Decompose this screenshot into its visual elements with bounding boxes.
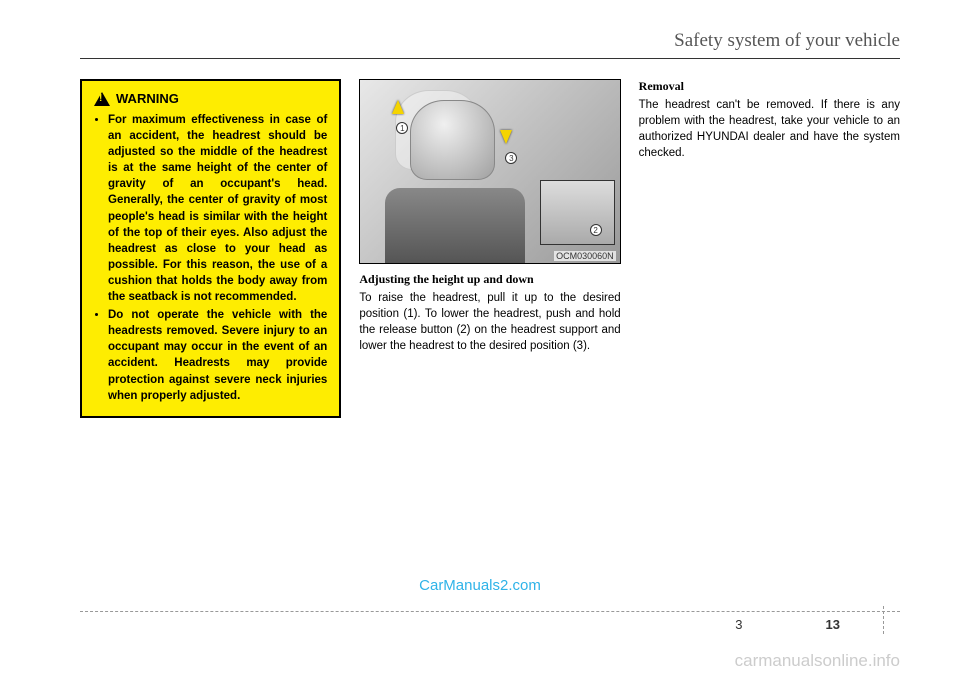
headrest-shape [410,100,495,180]
arrow-down-icon [500,130,512,144]
page-header: Safety system of your vehicle [80,30,900,59]
figure-code: OCM030060N [554,251,616,261]
removal-title: Removal [639,79,900,94]
column-1: WARNING For maximum effectiveness in cas… [80,79,341,418]
content-columns: WARNING For maximum effectiveness in cas… [80,79,900,418]
seat-back-shape [385,188,525,263]
warning-header: WARNING [94,91,327,106]
warning-item-1: For maximum effectiveness in case of an … [108,112,327,305]
figure-label-2: 2 [590,224,602,236]
chapter-title: Safety system of your vehicle [674,30,900,51]
warning-title: WARNING [116,91,179,106]
arrow-up-icon [392,100,404,114]
adjusting-body: To raise the headrest, pull it up to the… [359,290,620,354]
page-number-value: 13 [746,587,900,632]
warning-list: For maximum effectiveness in case of an … [94,112,327,404]
warning-triangle-icon [94,92,110,106]
chapter-number: 3 [735,617,742,632]
warning-box: WARNING For maximum effectiveness in cas… [80,79,341,418]
headrest-figure: 1 3 2 OCM030060N [359,79,620,264]
removal-body: The headrest can't be removed. If there … [639,97,900,161]
watermark-text: CarManuals2.com [419,577,541,594]
column-3: Removal The headrest can't be removed. I… [639,79,900,418]
column-2: 1 3 2 OCM030060N Adjusting the height up… [359,79,620,418]
warning-item-2: Do not operate the vehicle with the head… [108,307,327,404]
figure-inset [540,180,615,245]
bottom-watermark: carmanualsonline.info [735,651,900,671]
page-footer: 313 [80,611,900,634]
figure-label-3: 3 [505,152,517,164]
adjusting-title: Adjusting the height up and down [359,272,620,287]
page-number: 313 [735,617,900,632]
footer-divider [883,606,884,634]
